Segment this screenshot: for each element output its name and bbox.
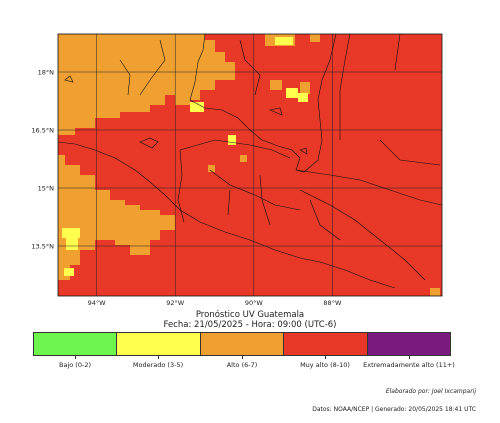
- data-source-credit: Datos: NOAA/NCEP | Generado: 20/05/2025 …: [312, 406, 476, 413]
- map-frame: [57, 33, 443, 297]
- colorbar-label-high: Alto (6-7): [226, 361, 258, 369]
- colorbar-label-extreme: Extremadamente alto (11+): [363, 361, 455, 369]
- uv-cell-moderate: [228, 135, 236, 145]
- lon-label: 94°W: [88, 299, 107, 307]
- author-credit: Elaborado por: Joel Ixcamparij: [385, 388, 476, 395]
- map-boundaries: [58, 34, 442, 289]
- lat-label: 18°N: [38, 69, 55, 77]
- colorbar-segment-high: [200, 333, 285, 355]
- colorbar-tick: [409, 356, 410, 359]
- uv-cell-high: [310, 34, 320, 42]
- lat-label: 15°N: [38, 185, 55, 193]
- uv-cell-moderate: [64, 268, 74, 276]
- colorbar-label-moderate: Moderado (3-5): [132, 361, 184, 369]
- map-gridlines: [58, 34, 442, 296]
- colorbar-tick: [242, 356, 243, 359]
- uv-cell-high: [208, 165, 215, 172]
- uv-cell-moderate: [66, 238, 78, 250]
- colorbar-label-very-high: Muy alto (8-10): [300, 361, 350, 369]
- colorbar-label-low: Bajo (0-2): [59, 361, 91, 369]
- lat-label: 16.5°N: [31, 127, 54, 135]
- uv-cell-high: [270, 80, 282, 90]
- colorbar-tick: [325, 356, 326, 359]
- colorbar-tick: [75, 356, 76, 359]
- uv-cell-moderate: [190, 102, 204, 112]
- uv-cell-moderate: [298, 93, 308, 102]
- colorbar-segment-very-high: [284, 333, 368, 355]
- uv-colorbar: [33, 332, 451, 356]
- uv-cell-high: [240, 155, 247, 162]
- uv-cell-moderate: [275, 37, 293, 45]
- colorbar-segment-low: [34, 333, 118, 355]
- lon-label: 90°W: [245, 299, 264, 307]
- uv-region-high-north: [58, 34, 235, 135]
- uv-cell-high: [300, 82, 310, 94]
- uv-cell-moderate: [62, 228, 80, 238]
- uv-cell-moderate: [286, 88, 298, 98]
- map-title: Pronóstico UV Guatemala: [195, 310, 305, 320]
- uv-region-high-west: [58, 155, 175, 280]
- lon-label: 88°W: [323, 299, 342, 307]
- uv-cell-high: [430, 288, 440, 296]
- colorbar-tick: [158, 356, 159, 359]
- colorbar-segment-moderate: [117, 333, 201, 355]
- lat-label: 13.5°N: [31, 243, 54, 251]
- colorbar-segment-extreme: [367, 333, 451, 355]
- map-subtitle: Fecha: 21/05/2025 - Hora: 09:00 (UTC-6): [163, 320, 337, 330]
- uv-cell-high: [100, 205, 114, 213]
- lon-label: 92°W: [166, 299, 185, 307]
